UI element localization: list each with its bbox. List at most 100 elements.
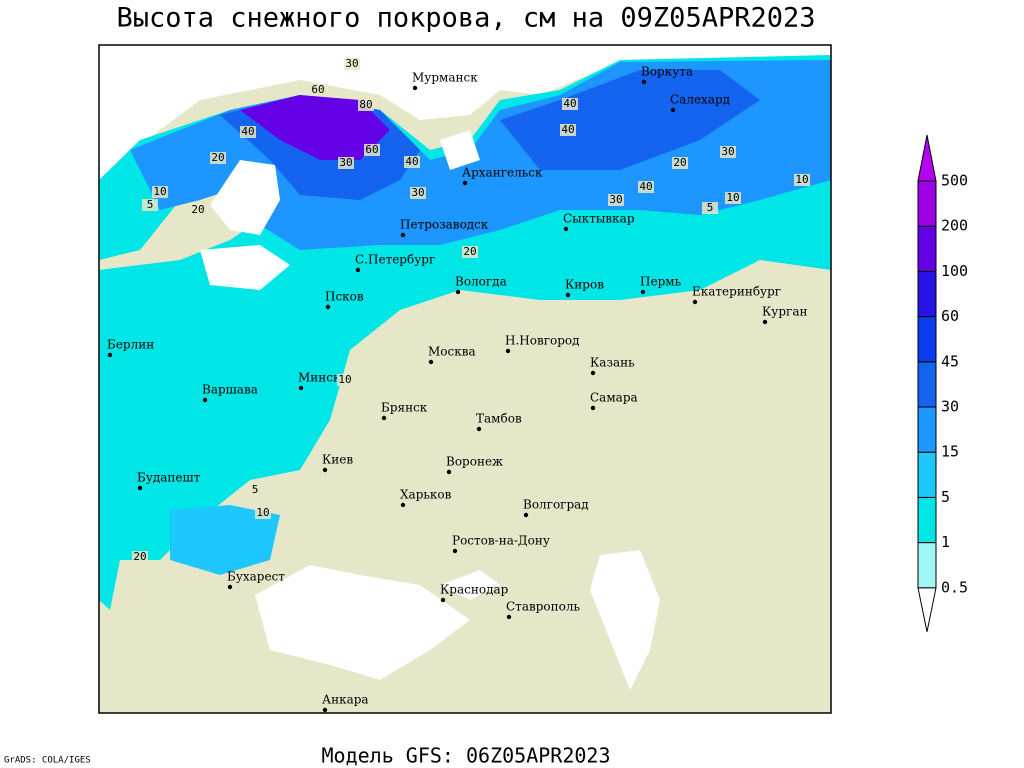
colorbar-label: 60 xyxy=(941,307,959,325)
contour-label-box xyxy=(720,146,736,158)
contour-label: 20 xyxy=(133,550,146,563)
subtitle: Модель GFS: 06Z05APR2023 xyxy=(322,744,611,768)
city-label: Казань xyxy=(590,356,635,370)
colorbar-label: 45 xyxy=(941,352,959,370)
city-label: Архангельск xyxy=(462,166,543,180)
contour-label: 5 xyxy=(707,201,714,214)
contour-label: 10 xyxy=(338,373,351,386)
contour-label-box xyxy=(364,144,380,156)
city-dot xyxy=(590,405,596,411)
contour-label: 60 xyxy=(311,83,324,96)
colorbar-box xyxy=(917,496,937,544)
contour-label: 40 xyxy=(405,155,418,168)
contour-label: 60 xyxy=(365,143,378,156)
city-dot xyxy=(227,584,233,590)
arctic-sea xyxy=(99,45,831,200)
colorbar-box xyxy=(917,180,937,227)
city-label: Харьков xyxy=(400,488,452,502)
city-dot xyxy=(565,292,571,298)
city-label: Воронеж xyxy=(446,455,503,469)
caspian-sea xyxy=(590,550,660,690)
colorbar-label: 0.5 xyxy=(941,578,968,596)
city-dot xyxy=(355,267,361,273)
city-dot xyxy=(298,385,304,391)
contour-label-box xyxy=(404,156,420,168)
city-dot xyxy=(640,289,646,295)
contour-label-box xyxy=(310,84,326,96)
contour-label: 40 xyxy=(563,97,576,110)
contour-label: 5 xyxy=(252,483,259,496)
city-dot xyxy=(202,397,208,403)
contour-label: 30 xyxy=(345,57,358,70)
contour-label-box xyxy=(560,124,576,136)
contour-label-box xyxy=(337,374,353,386)
city-dot xyxy=(670,107,676,113)
contour-label-box xyxy=(247,484,263,496)
city-label: Курган xyxy=(762,305,807,319)
city-label: Ставрополь xyxy=(506,600,580,614)
contour-label: 30 xyxy=(609,193,622,206)
colorbar-box xyxy=(917,542,937,589)
contour-label: 10 xyxy=(256,506,269,519)
city-label: Краснодар xyxy=(440,583,509,597)
contour-label: 40 xyxy=(241,125,254,138)
contour-label-box xyxy=(142,199,158,211)
contour-label: 20 xyxy=(191,203,204,216)
contour-label-box xyxy=(190,204,206,216)
contour-label-box xyxy=(638,181,654,193)
city-label: Воркута xyxy=(641,65,693,79)
city-label: Москва xyxy=(428,345,476,359)
city-label: С.Петербург xyxy=(355,253,435,267)
contour-label-box xyxy=(240,126,256,138)
city-dot xyxy=(455,289,461,295)
city-dot xyxy=(462,180,468,186)
cities: Мурманск Воркута Салехард Архангельск Петроз… xyxy=(107,65,807,713)
city-label: Киров xyxy=(565,278,604,292)
city-dot xyxy=(137,485,143,491)
city-label: Мурманск xyxy=(412,71,478,85)
snow-carpathians xyxy=(170,505,280,575)
city-label: Вологда xyxy=(455,275,507,289)
colorbar-label: 15 xyxy=(941,443,959,461)
contour-label-box xyxy=(608,194,624,206)
contour-label: 20 xyxy=(211,151,224,164)
contour-label-box xyxy=(358,99,374,111)
contour-label-box xyxy=(794,174,810,186)
black-sea xyxy=(255,565,470,680)
baltic-sea xyxy=(210,160,280,235)
city-dot xyxy=(452,548,458,554)
colorbar-label: 30 xyxy=(941,398,959,416)
city-dot xyxy=(476,426,482,432)
city-dot xyxy=(325,304,331,310)
city-dot xyxy=(762,319,768,325)
city-label: Варшава xyxy=(202,383,258,397)
colorbar-label: 200 xyxy=(941,217,968,235)
city-label: Волгоград xyxy=(523,498,589,512)
city-dot xyxy=(563,226,569,232)
colorbar-box xyxy=(917,225,937,272)
city-dot xyxy=(440,597,446,603)
azov-sea xyxy=(440,570,500,600)
contour-label-box xyxy=(562,98,578,110)
city-dot xyxy=(322,467,328,473)
contour-label-box xyxy=(338,157,354,169)
colorbar-tip-bottom xyxy=(917,587,937,632)
colorbar-box xyxy=(917,361,937,408)
city-dot xyxy=(590,370,596,376)
city-label: Бухарест xyxy=(227,570,285,584)
contour-label-box xyxy=(672,157,688,169)
city-label: Берлин xyxy=(107,338,154,352)
contour-label: 40 xyxy=(561,123,574,136)
city-dot xyxy=(400,232,406,238)
frame xyxy=(98,44,832,714)
colorbar-label: 500 xyxy=(941,172,968,190)
city-dot xyxy=(322,707,328,713)
contour-label-box xyxy=(255,507,271,519)
city-label: Петрозаводск xyxy=(400,218,489,232)
contour-label-box xyxy=(462,246,478,258)
snow-deepest xyxy=(240,95,390,160)
